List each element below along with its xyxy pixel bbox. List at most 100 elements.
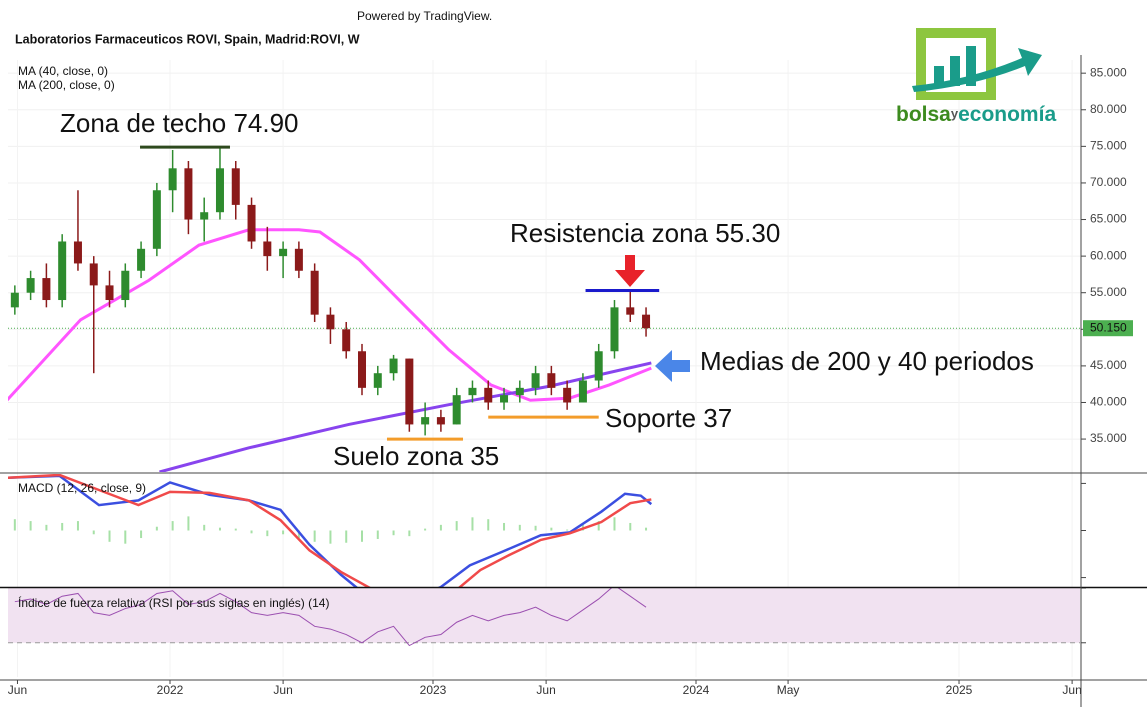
- candle-body: [184, 168, 193, 220]
- x-tick-label: Jun: [8, 683, 27, 697]
- histogram-bar: [13, 519, 16, 531]
- histogram-bar: [376, 530, 379, 539]
- x-tick-label: 2023: [420, 683, 447, 697]
- candle-body: [642, 314, 651, 329]
- candle-body: [263, 241, 272, 257]
- histogram-bar: [408, 530, 411, 537]
- histogram-bar: [455, 521, 458, 531]
- histogram-bar: [566, 529, 569, 531]
- histogram-bar: [329, 530, 332, 544]
- panel-title: Índice de fuerza relativa (RSI por sus s…: [18, 595, 329, 610]
- histogram-bar: [61, 522, 64, 531]
- histogram-bar: [108, 530, 111, 542]
- y-tick-label: 60.000: [1090, 248, 1127, 262]
- histogram-bar: [613, 517, 616, 531]
- x-tick-label: Jun: [536, 683, 555, 697]
- candle-body: [626, 307, 635, 315]
- histogram-bar: [629, 522, 632, 531]
- candle-body: [563, 387, 572, 403]
- annotation: Resistencia zona 55.30: [510, 218, 780, 248]
- logo: bolsayeconomía: [896, 28, 1056, 126]
- logo-word: economía: [958, 103, 1056, 126]
- candle-body: [515, 387, 524, 396]
- last-price-box: [1083, 320, 1133, 337]
- histogram-bar: [297, 530, 300, 539]
- logo-bar: [950, 56, 960, 86]
- candle-body: [531, 373, 540, 388]
- candle-body: [342, 329, 351, 352]
- histogram-bar: [45, 524, 48, 531]
- histogram-bar: [282, 530, 285, 535]
- candle-body: [58, 241, 67, 301]
- panel-plot: [8, 474, 653, 587]
- histogram-bar: [313, 530, 316, 542]
- y-tick-label: 85.000: [1090, 65, 1127, 79]
- arrow-down: [615, 255, 645, 287]
- candle-body: [547, 373, 556, 388]
- histogram-bar: [266, 530, 269, 537]
- histogram-bar: [92, 530, 95, 535]
- candle-body: [231, 168, 240, 205]
- candle-body: [42, 278, 51, 301]
- y-tick-label: 35.000: [1090, 431, 1127, 445]
- series-line: [8, 474, 653, 587]
- rsi-band: [8, 588, 1080, 643]
- x-tick-label: Jun: [273, 683, 292, 697]
- candle-body: [168, 168, 177, 191]
- histogram-bar: [597, 521, 600, 531]
- histogram-bar: [203, 524, 206, 531]
- x-tick-label: 2022: [157, 683, 184, 697]
- histogram-bar: [439, 524, 442, 531]
- histogram-bar: [140, 530, 143, 539]
- logo-bar: [934, 66, 944, 86]
- histogram-bar: [250, 530, 253, 534]
- candle-body: [405, 358, 414, 425]
- histogram-bar: [171, 521, 174, 531]
- candle-body: [73, 241, 82, 264]
- candle-body: [26, 278, 35, 293]
- candle-body: [89, 263, 98, 286]
- candle-body: [310, 270, 319, 315]
- arrow-left: [655, 350, 690, 382]
- panel-plot: [8, 588, 1080, 647]
- histogram-bar: [487, 519, 490, 531]
- histogram-bar: [155, 526, 158, 531]
- candle-body: [500, 395, 509, 403]
- y-tick-label: 75.000: [1090, 139, 1127, 153]
- candle-body: [121, 270, 130, 301]
- histogram-bar: [503, 522, 506, 531]
- candle-body: [436, 417, 445, 425]
- powered-by: Powered by TradingView.: [357, 9, 492, 23]
- candle-body: [247, 204, 256, 242]
- histogram-bar: [76, 521, 79, 531]
- logo-arrow: [912, 48, 1042, 92]
- y-tick-label: 80.000: [1090, 102, 1127, 116]
- last-price-label: 50.150: [1090, 320, 1127, 334]
- annotation: Medias de 200 y 40 periodos: [700, 346, 1034, 376]
- annotation: Zona de techo 74.90: [60, 108, 299, 138]
- histogram-bar: [392, 530, 395, 536]
- y-tick-label: 40.000: [1090, 395, 1127, 409]
- main-plot: [8, 147, 1080, 472]
- candle-body: [594, 351, 603, 381]
- candle-body: [421, 417, 430, 425]
- x-tick-label: Jun: [1062, 683, 1081, 697]
- series-line: [8, 474, 652, 587]
- logo-word: bolsa: [896, 103, 951, 126]
- candle-body: [358, 351, 367, 388]
- candle-body: [468, 387, 477, 396]
- legend-item: MA (200, close, 0): [18, 78, 115, 92]
- series-line: [8, 228, 652, 402]
- x-tick-label: 2024: [683, 683, 710, 697]
- candle-body: [105, 285, 114, 301]
- histogram-bar: [645, 527, 648, 531]
- candle-body: [610, 307, 619, 352]
- candle-body: [452, 395, 461, 425]
- histogram-bar: [471, 517, 474, 531]
- candle-body: [373, 373, 382, 388]
- candle-body: [294, 248, 303, 271]
- panel-title: MACD (12, 26, close, 9): [18, 481, 146, 495]
- candle-body: [200, 212, 209, 220]
- histogram-bar: [345, 530, 348, 543]
- histogram-bar: [550, 527, 553, 531]
